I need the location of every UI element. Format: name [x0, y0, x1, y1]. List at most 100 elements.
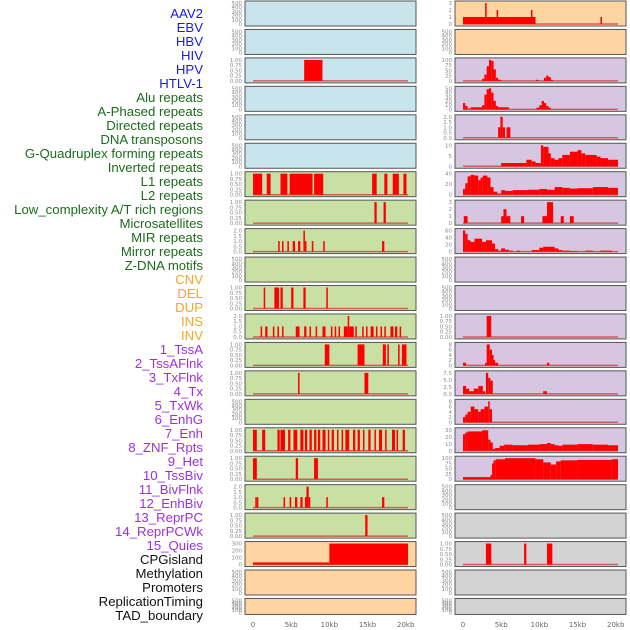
data-bar	[496, 10, 499, 24]
y-tick-label: 300	[232, 38, 243, 44]
y-tick-label: 2.0	[233, 485, 242, 491]
data-bar	[484, 94, 487, 110]
panel-background	[244, 228, 417, 255]
y-tick-label: 0	[449, 50, 453, 56]
track-label: 5_TxWk	[154, 398, 203, 413]
panel-background	[244, 171, 417, 198]
y-tick-label: 100	[232, 608, 243, 614]
data-bar	[395, 326, 398, 337]
data-bar	[550, 464, 557, 480]
data-bar	[608, 159, 618, 167]
track-panel-right: 0 20 40	[445, 171, 627, 199]
y-tick-label: 5.0	[443, 378, 452, 384]
track-label: L1 repeats	[140, 174, 203, 189]
data-bar	[543, 462, 551, 480]
data-bar	[543, 146, 549, 167]
data-bar	[375, 326, 378, 337]
y-tick-label: 100	[442, 274, 453, 280]
data-bar	[495, 362, 499, 366]
data-bar	[490, 187, 494, 195]
panel-background	[244, 313, 417, 340]
data-bar	[295, 458, 299, 480]
data-bar	[608, 187, 618, 195]
data-bar	[382, 497, 385, 508]
y-tick-label: 400	[442, 574, 453, 580]
data-bar	[569, 216, 574, 224]
y-tick-label: 100	[232, 18, 243, 24]
x-tick-label: 15kb	[569, 621, 587, 629]
data-bar	[470, 406, 475, 423]
data-bar	[506, 127, 511, 138]
data-bar	[501, 163, 517, 167]
y-tick-label: 500	[442, 257, 453, 263]
panel-background	[244, 455, 417, 482]
y-tick-label: 0	[239, 164, 243, 170]
y-tick-label: 0.50	[230, 353, 243, 359]
y-tick-label: 400	[232, 147, 243, 153]
y-tick-label: 200	[232, 583, 243, 589]
data-bar	[504, 190, 513, 195]
y-tick-label: 1	[449, 15, 453, 21]
y-tick-label: 0	[449, 506, 453, 512]
y-tick-label: 300	[232, 123, 243, 129]
y-tick-label: 1.00	[230, 342, 243, 348]
data-bar	[465, 432, 468, 451]
y-tick-label: 500	[442, 286, 453, 292]
data-bar	[304, 497, 307, 508]
data-bar	[380, 326, 383, 337]
data-bar	[327, 429, 330, 451]
data-bar	[357, 429, 360, 451]
data-bar	[272, 326, 275, 337]
y-tick-label: 200	[442, 42, 453, 48]
y-tick-label: 0.50	[230, 68, 243, 74]
data-bar	[488, 59, 492, 81]
track-label: HBV	[175, 34, 203, 49]
y-tick-label: 500	[442, 29, 453, 35]
y-tick-label: 100	[232, 160, 243, 166]
track-label: DNA transposons	[100, 132, 203, 147]
data-bar	[311, 241, 314, 252]
y-tick-label: 20	[445, 182, 452, 188]
data-bar	[546, 105, 549, 110]
data-bar	[539, 247, 544, 252]
y-tick-label: 10	[445, 143, 452, 149]
y-tick-label: 0	[449, 534, 453, 540]
data-bar	[546, 543, 553, 565]
y-tick-label: 200	[442, 497, 453, 503]
y-tick-label: 0	[449, 477, 453, 483]
data-bar	[304, 241, 307, 252]
data-bar	[474, 409, 479, 423]
track-label: AAV2	[170, 6, 203, 21]
y-tick-label: 200	[232, 412, 243, 418]
data-bar	[554, 159, 559, 167]
y-tick-label: 0.25	[440, 557, 453, 563]
data-bar	[489, 409, 493, 423]
data-bar	[503, 209, 507, 224]
track-label: 11_BivFlnk	[138, 482, 203, 497]
data-bar	[492, 463, 494, 480]
panel-background	[244, 114, 417, 141]
track-label: 12_EnhBiv	[139, 496, 203, 511]
data-bar	[463, 434, 466, 451]
data-bar	[387, 344, 389, 366]
y-tick-label: 500	[232, 115, 243, 121]
data-bar	[341, 429, 344, 451]
y-tick-label: 3	[449, 1, 453, 7]
data-bar	[274, 287, 279, 309]
y-tick-label: 100	[442, 587, 453, 593]
data-bar	[535, 459, 544, 480]
data-bar	[493, 460, 496, 480]
data-bar	[531, 161, 536, 167]
y-tick-label: 0.0	[443, 392, 452, 398]
y-tick-label: 0.75	[230, 376, 243, 382]
data-bar	[300, 429, 304, 451]
data-bar	[474, 238, 483, 252]
data-bar	[463, 103, 466, 110]
y-tick-label: 100	[232, 587, 243, 593]
y-tick-label: 0	[449, 363, 453, 369]
y-tick-label: 1	[449, 214, 453, 220]
